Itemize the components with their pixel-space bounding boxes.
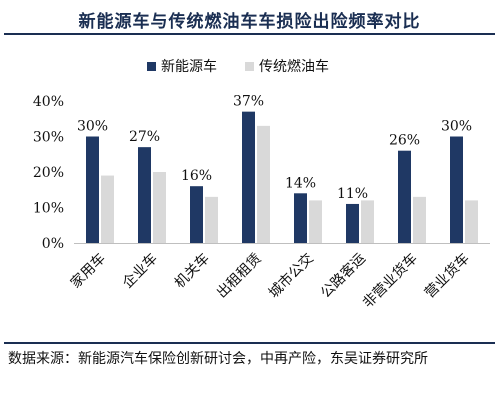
title-divider — [4, 33, 495, 35]
bar-ice-1 — [153, 172, 166, 243]
data-label: 26% — [389, 133, 420, 149]
y-tick-label: 20% — [33, 165, 64, 181]
bar-nev-5 — [346, 203, 359, 243]
bar-nev-4 — [294, 193, 307, 243]
chart-legend: 新能源车 传统燃油车 — [147, 58, 329, 75]
data-label: 37% — [233, 94, 264, 110]
bar-ice-2 — [205, 196, 218, 243]
bar-nev-0 — [86, 136, 99, 243]
y-tick-label: 0% — [42, 236, 64, 252]
bar-ice-6 — [413, 196, 426, 243]
data-label: 30% — [77, 119, 108, 135]
y-tick-label: 30% — [33, 130, 64, 146]
legend-swatch-1 — [245, 62, 254, 71]
x-tick-label: 非营业货车 — [359, 250, 421, 312]
bar-ice-4 — [309, 200, 322, 243]
x-tick-label: 企业车 — [119, 250, 161, 292]
legend-label-1: 传统燃油车 — [259, 58, 329, 75]
data-label: 14% — [285, 175, 316, 191]
legend-swatch-0 — [147, 62, 156, 71]
bar-nev-3 — [242, 111, 255, 244]
bar-nev-1 — [138, 147, 151, 243]
bar-nev-6 — [398, 150, 411, 243]
data-labels: 30% 27% 16% 37% 14% 11% 26% 30% — [77, 94, 472, 202]
chart-title: 新能源车与传统燃油车车损险出险频率对比 — [78, 12, 421, 32]
data-label: 27% — [129, 129, 160, 145]
y-tick-label: 10% — [33, 201, 64, 217]
source-divider — [4, 342, 495, 344]
source-note: 数据来源：新能源汽车保险创新研讨会，中再产险，东吴证券研究所 — [8, 351, 428, 367]
x-tick-label: 机关车 — [171, 250, 213, 292]
bar-ice-3 — [257, 125, 270, 243]
data-label: 11% — [337, 186, 368, 202]
y-tick-label: 40% — [33, 94, 64, 110]
x-tick-label: 公路客运 — [317, 250, 369, 302]
data-label: 30% — [441, 119, 472, 135]
x-tick-label: 出租租赁 — [214, 251, 265, 302]
bar-chart: 新能源车 传统燃油车 0% 10% 20% 30% 40% 30% 27% 16% 37% 14%… — [33, 58, 490, 312]
legend-label-0: 新能源车 — [161, 58, 217, 75]
y-axis: 0% 10% 20% 30% 40% — [33, 94, 64, 252]
x-tick-label: 家用车 — [67, 250, 109, 292]
x-tick-label: 营业货车 — [421, 250, 473, 302]
bar-ice-5 — [361, 200, 374, 243]
bars — [86, 111, 478, 244]
x-tick-label: 城市公交 — [265, 250, 317, 302]
bar-nev-7 — [450, 136, 463, 243]
bar-nev-2 — [190, 186, 203, 243]
bar-ice-0 — [101, 175, 114, 243]
data-label: 16% — [181, 168, 212, 184]
bar-ice-7 — [465, 200, 478, 243]
